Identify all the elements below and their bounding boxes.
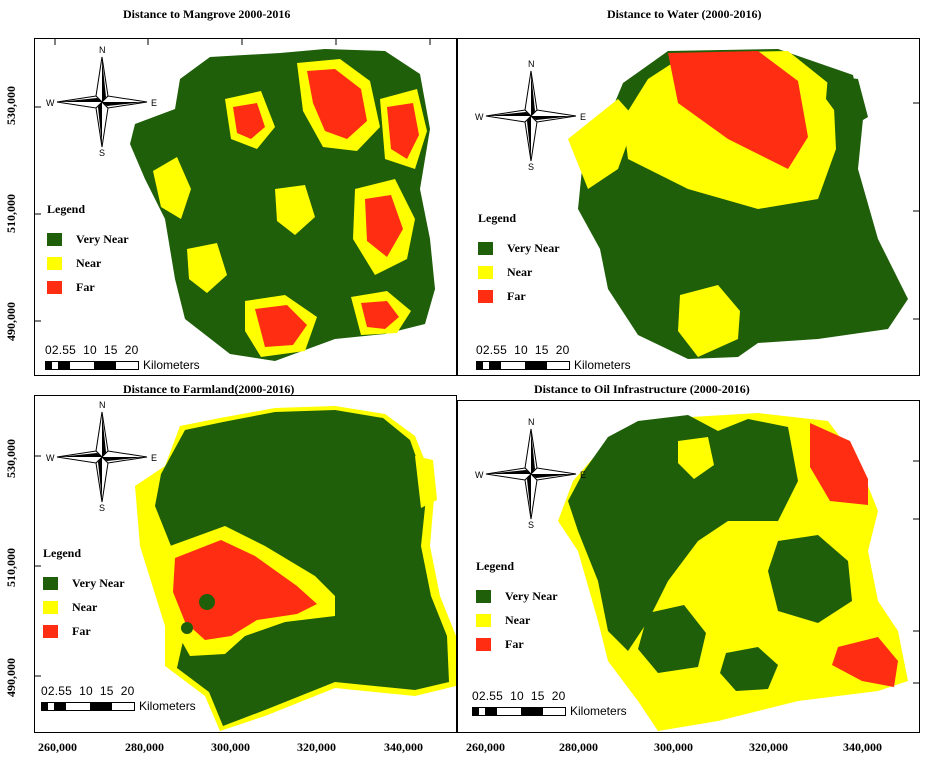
compass-rose-icon: N S W E: [475, 59, 587, 172]
legend-item-far: Far: [476, 632, 558, 656]
legend-item-very-near: Very Near: [476, 584, 558, 608]
swatch-near: [47, 256, 62, 270]
compass-e-label: E: [151, 453, 158, 463]
legend-water: Legend Very Near Near Far: [478, 211, 560, 308]
panel-title-mangrove: Distance to Mangrove 2000-2016: [123, 7, 291, 21]
swatch-near: [476, 613, 491, 627]
x-tick-label: 300,000: [654, 740, 693, 754]
scale-numbers: 02.55 10 15 20: [45, 343, 139, 357]
scale-bar-graphic: [45, 360, 139, 370]
compass-s-label: S: [99, 148, 106, 158]
compass-n-label: N: [99, 400, 106, 410]
compass-s-label: S: [528, 520, 535, 530]
legend-title: Legend: [476, 559, 515, 573]
scale-bar-water: 02.55 10 15 20 Kilometers: [476, 343, 631, 372]
mangrove-map-graphic: [35, 39, 435, 361]
compass-e-label: E: [580, 112, 587, 122]
panel-title-water: Distance to Water (2000-2016): [607, 7, 762, 21]
map-panel-farmland: N S W E Legend Very Near Near Far 02.55 …: [34, 395, 457, 733]
scale-unit: Kilometers: [570, 704, 627, 718]
farmland-map-graphic: [35, 406, 456, 731]
legend-oil: Legend Very Near Near Far: [476, 559, 558, 656]
swatch-near: [43, 600, 58, 614]
x-tick-label: 280,000: [559, 740, 598, 754]
legend-title: Legend: [47, 202, 86, 216]
y-tick-label: 490,000: [4, 302, 18, 341]
legend-item-very-near: Very Near: [478, 236, 560, 260]
swatch-very-near: [478, 241, 493, 255]
x-tick-label: 260,000: [38, 740, 77, 754]
compass-n-label: N: [99, 45, 106, 55]
scale-bar-oil: 02.55 10 15 20 Kilometers: [472, 689, 627, 718]
y-tick-label: 530,000: [4, 86, 18, 125]
scale-unit: Kilometers: [139, 699, 196, 713]
scale-bar-farmland: 02.55 10 15 20 Kilometers: [41, 684, 196, 713]
swatch-far: [43, 624, 58, 638]
scale-bar-graphic: [472, 706, 566, 716]
y-tick-label: 530,000: [4, 439, 18, 478]
scale-unit: Kilometers: [574, 358, 631, 372]
map-panel-oil: N S W E Legend Very Near Near Far 02.55 …: [457, 400, 920, 733]
compass-n-label: N: [528, 417, 535, 427]
swatch-far: [478, 289, 493, 303]
legend-item-very-near: Very Near: [43, 571, 125, 595]
scale-bar-graphic: [476, 360, 570, 370]
legend-item-far: Far: [47, 275, 129, 299]
legend-mangrove: Legend Very Near Near Far: [47, 202, 129, 299]
swatch-far: [47, 280, 62, 294]
scale-unit: Kilometers: [143, 358, 200, 372]
panel-title-oil: Distance to Oil Infrastructure (2000-201…: [534, 382, 750, 396]
compass-w-label: W: [475, 470, 484, 480]
swatch-very-near: [47, 232, 62, 246]
x-tick-label: 340,000: [384, 740, 423, 754]
swatch-far: [476, 637, 491, 651]
scale-bar-mangrove: 02.55 10 15 20 Kilometers: [45, 343, 200, 372]
legend-item-far: Far: [478, 284, 560, 308]
panel-title-farmland: Distance to Farmland(2000-2016): [123, 382, 295, 396]
scale-numbers: 02.55 10 15 20: [476, 343, 570, 357]
x-tick-label: 260,000: [466, 740, 505, 754]
x-tick-label: 280,000: [125, 740, 164, 754]
map-panel-mangrove: N S W E Legend Very Near Near Far 02.55 …: [34, 38, 457, 376]
swatch-very-near: [43, 576, 58, 590]
oil-map-graphic: [558, 413, 919, 731]
legend-item-far: Far: [43, 619, 125, 643]
swatch-very-near: [476, 589, 491, 603]
y-tick-label: 490,000: [4, 658, 18, 697]
legend-item-very-near: Very Near: [47, 227, 129, 251]
compass-s-label: S: [528, 162, 535, 172]
map-panel-water: N S W E Legend Very Near Near Far 02.55 …: [457, 38, 920, 376]
compass-rose-icon: N S W E: [475, 417, 587, 530]
y-tick-label: 510,000: [4, 548, 18, 587]
x-tick-label: 320,000: [297, 740, 336, 754]
compass-n-label: N: [528, 59, 535, 69]
y-tick-label: 510,000: [4, 194, 18, 233]
x-tick-label: 320,000: [749, 740, 788, 754]
legend-item-near: Near: [47, 251, 129, 275]
water-map-graphic: [568, 49, 919, 359]
scale-numbers: 02.55 10 15 20: [41, 684, 135, 698]
compass-s-label: S: [99, 503, 106, 513]
compass-e-label: E: [151, 98, 158, 108]
legend-title: Legend: [43, 546, 82, 560]
x-tick-label: 300,000: [211, 740, 250, 754]
compass-w-label: W: [46, 453, 55, 463]
legend-title: Legend: [478, 211, 517, 225]
legend-item-near: Near: [43, 595, 125, 619]
scale-bar-graphic: [41, 701, 135, 711]
compass-rose-icon: N S W E: [46, 400, 158, 513]
compass-w-label: W: [46, 98, 55, 108]
legend-farmland: Legend Very Near Near Far: [43, 546, 125, 643]
legend-item-near: Near: [476, 608, 558, 632]
swatch-near: [478, 265, 493, 279]
legend-item-near: Near: [478, 260, 560, 284]
compass-rose-icon: N S W E: [46, 45, 158, 158]
x-tick-label: 340,000: [843, 740, 882, 754]
scale-numbers: 02.55 10 15 20: [472, 689, 566, 703]
compass-w-label: W: [475, 112, 484, 122]
compass-e-label: E: [580, 470, 587, 480]
